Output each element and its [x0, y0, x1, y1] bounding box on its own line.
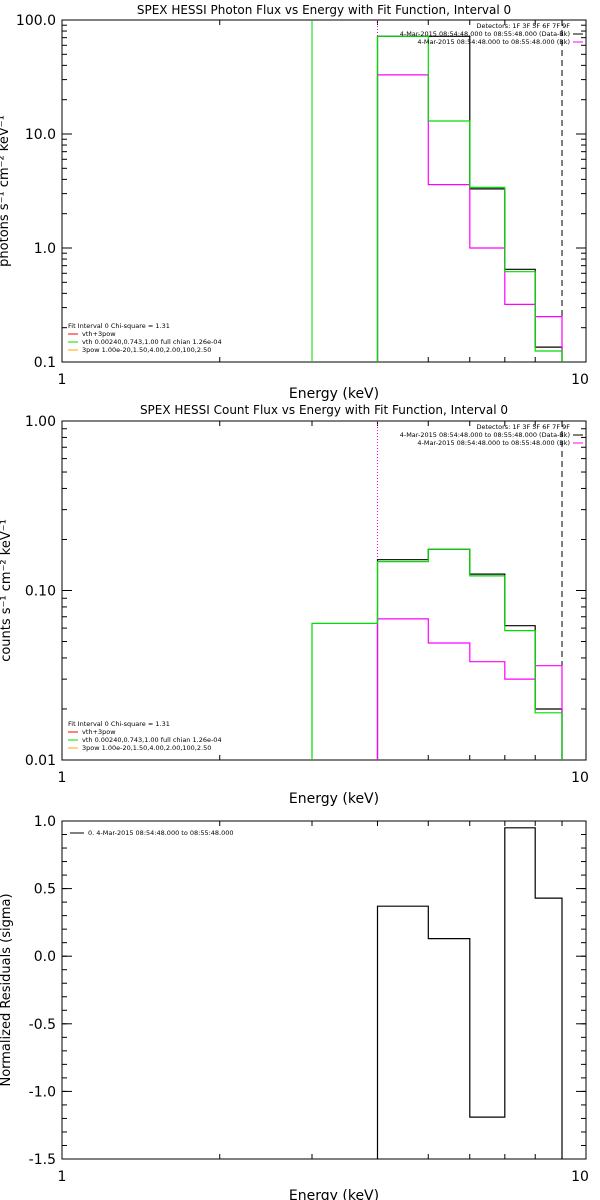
legend-entry: 3pow 1.00e-20,1.50,4.00,2.00,100,2.50: [82, 346, 211, 354]
chart-panel-2: SPEX HESSI Count Flux vs Energy with Fit…: [0, 403, 589, 807]
legend-entry: 4-Mar-2015 08:54:48.000 to 08:55:48.000 …: [400, 431, 570, 439]
legend-entry: 4-Mar-2015 08:54:48.000 to 08:55:48.000 …: [417, 38, 570, 46]
plot-frame: [61, 19, 587, 363]
legend-entry: vth+3pow: [82, 728, 116, 736]
y-tick-label: 1.00: [25, 414, 56, 430]
chart-title: SPEX HESSI Photon Flux vs Energy with Fi…: [137, 3, 511, 17]
y-tick-label: 10.0: [25, 127, 56, 143]
y-axis-label: Normalized Residuals (sigma): [0, 893, 14, 1086]
y-tick-label: 1.0: [34, 814, 56, 830]
series-line: [311, 548, 563, 760]
chart-panel-1: SPEX HESSI Photon Flux vs Energy with Fi…: [0, 3, 589, 402]
plot-frame: [61, 820, 587, 1160]
y-tick-label: 0.0: [34, 949, 56, 965]
x-axis-label: Energy (keV): [289, 1188, 379, 1200]
y-tick-label: 0.10: [25, 584, 56, 600]
series-line: [376, 618, 563, 760]
y-tick-label: 1.0: [34, 241, 56, 257]
plot-area: [311, 421, 563, 760]
x-tick-label: 10: [571, 372, 589, 388]
y-tick-label: -1.0: [29, 1084, 56, 1100]
legend-entry: vth 0.00240,0.743,1.00 full chian 1.26e-…: [82, 338, 222, 346]
series-line: [376, 827, 563, 1159]
chart-panel-3: 1 10 1.0 0.5 0.0 -0.5 -1.0 -1.5 Energy (keV) Norm…: [0, 814, 589, 1200]
legend-entry: Fit Interval 0 Chi-square = 1.31: [68, 322, 170, 330]
plot-area: [311, 20, 563, 362]
x-tick-label: 10: [571, 770, 589, 786]
series-line: [376, 548, 563, 760]
legend-entry: Detectors: 1F 3F 5F 6F 7F 9F: [476, 423, 570, 431]
y-axis-label: photons s⁻¹ cm⁻² keV⁻¹: [0, 115, 12, 267]
chart-title: SPEX HESSI Count Flux vs Energy with Fit…: [140, 403, 508, 417]
x-tick-label: 1: [58, 770, 67, 786]
legend-entry: Detectors: 1F 3F 5F 6F 7F 9F: [476, 22, 570, 30]
x-tick-label: 1: [58, 1169, 67, 1185]
x-axis-label: Energy (keV): [289, 791, 379, 807]
y-tick-label: 0.1: [34, 355, 56, 371]
plot-area: [376, 827, 563, 1159]
y-tick-label: 0.01: [25, 753, 56, 769]
series-line: [376, 35, 563, 362]
y-tick-label: -0.5: [29, 1017, 56, 1033]
legend-entry: 4-Mar-2015 08:54:48.000 to 08:55:48.000 …: [400, 30, 570, 38]
series-line: [376, 74, 563, 362]
y-tick-label: -1.5: [29, 1152, 56, 1168]
x-axis-label: Energy (keV): [289, 386, 379, 402]
y-tick-label: 100.0: [16, 13, 56, 29]
legend-entry: vth+3pow: [82, 330, 116, 338]
legend-entry: vth 0.00240,0.743,1.00 full chian 1.26e-…: [82, 736, 222, 744]
x-tick-label: 10: [571, 1169, 589, 1185]
legend-entry: 3pow 1.00e-20,1.50,4.00,2.00,100,2.50: [82, 744, 211, 752]
legend-entry: 4-Mar-2015 08:54:48.000 to 08:55:48.000 …: [417, 439, 570, 447]
x-tick-label: 1: [58, 372, 67, 388]
plot-frame: [61, 420, 587, 761]
y-axis-label: counts s⁻¹ cm⁻² keV⁻¹: [0, 519, 14, 662]
legend-entry: 0. 4-Mar-2015 08:54:48.000 to 08:55:48.0…: [88, 829, 234, 837]
legend-entry: Fit Interval 0 Chi-square = 1.31: [68, 720, 170, 728]
y-tick-label: 0.5: [34, 882, 56, 898]
